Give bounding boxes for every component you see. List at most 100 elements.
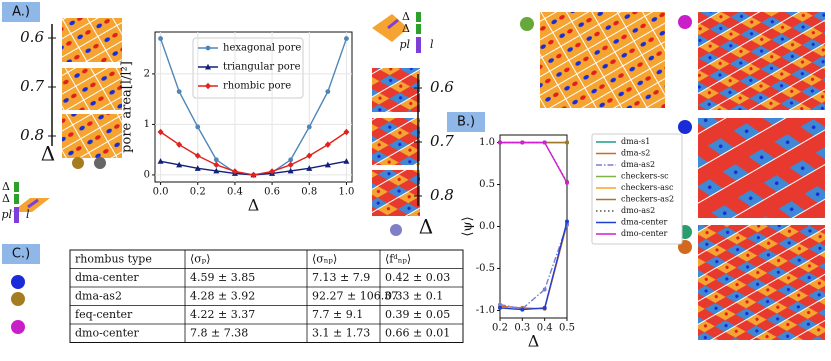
legend-label: dma-s2 [621, 149, 650, 158]
legend-label: triangular pore [223, 62, 301, 73]
table-frame [69, 249, 464, 343]
table-cell: 0.33 ± 0.1 [385, 289, 443, 302]
point [344, 36, 349, 41]
y-tick-label: 0.5 [479, 179, 495, 190]
legend-marker [205, 63, 211, 70]
point [176, 141, 183, 148]
table-cell: ⟨σₙₚ⟩ [312, 252, 337, 265]
legend-frame [591, 133, 683, 245]
table-cell: feq-center [75, 308, 133, 321]
plot-frame [154, 31, 353, 183]
series-line [160, 131, 347, 176]
point [194, 152, 201, 159]
legend-label: rhombic pore [223, 81, 291, 92]
scale-tick-label: 0.6 [20, 28, 44, 46]
scale-tick-label: 0.7 [20, 77, 44, 95]
point [158, 36, 163, 41]
table-cell: 0.39 ± 0.05 [385, 308, 450, 321]
key-label: l [430, 38, 434, 51]
lattice-images [12, 12, 825, 340]
y-tick-label: 1 [144, 119, 150, 130]
x-tick-label: 0.6 [264, 187, 280, 198]
point [324, 161, 331, 168]
y-tick-label: 0 [144, 169, 150, 180]
panel-label: B.) [457, 115, 475, 130]
point [498, 305, 502, 310]
legend-label: checkers-asc [621, 183, 674, 192]
y-axis-label: ⟨ψ⟩ [461, 216, 476, 236]
table-cell: 3.1 ± 1.73 [312, 326, 370, 339]
point [325, 89, 331, 94]
x-tick-label: 0.2 [492, 323, 508, 334]
x-axis-label: Δ [248, 196, 260, 215]
x-tick-label: 0.2 [190, 187, 206, 198]
point [288, 157, 294, 163]
key-label: Δ [2, 180, 10, 193]
point [157, 128, 164, 136]
table-cell: 92.27 ± 106.37 [312, 289, 398, 302]
key-label: pl [1, 208, 12, 221]
scale-label: Δ [419, 215, 433, 239]
point [287, 161, 294, 169]
point [565, 219, 569, 224]
point [565, 140, 569, 145]
table-cell: 4.22 ± 3.37 [190, 308, 255, 321]
point [306, 152, 313, 159]
table: rhombus type ⟨σₚ⟩ ⟨σₙₚ⟩ ⟨fᵈₙₚ⟩ dma-center 4.5… [69, 249, 464, 343]
legend-label: dma-center [621, 218, 667, 227]
point [231, 168, 238, 175]
series-line [499, 223, 568, 310]
point [542, 287, 547, 292]
point [498, 140, 502, 145]
point [343, 128, 350, 136]
scale-tick-label: 0.8 [20, 126, 44, 144]
legend-label: hexagonal pore [223, 43, 301, 54]
point [269, 168, 276, 175]
x-tick-label: 0.4 [537, 323, 553, 334]
x-tick-label: 0.4 [227, 187, 243, 198]
series-line [500, 141, 568, 184]
point [324, 141, 331, 148]
table-cell: 0.66 ± 0.01 [385, 326, 450, 339]
point [157, 158, 164, 164]
point [498, 302, 502, 307]
x-tick-label: 0.8 [301, 187, 317, 198]
table-cell: dma-as2 [75, 289, 122, 302]
legend-label: checkers-as2 [621, 195, 674, 204]
table-cell: 7.7 ± 9.1 [312, 308, 363, 321]
y-tick-label: -1.0 [476, 305, 495, 316]
point [176, 161, 183, 168]
key-label: pl [399, 38, 410, 51]
point [250, 171, 257, 179]
table-cell: 7.8 ± 7.38 [190, 326, 248, 339]
table-cell: dma-center [75, 271, 139, 284]
point [213, 167, 220, 174]
y-tick-label: -0.5 [476, 263, 495, 274]
x-axis-label: Δ [528, 332, 540, 351]
key-label: l [26, 208, 30, 221]
y-tick-label: 2 [144, 68, 150, 79]
legend-label: checkers-sc [621, 172, 669, 181]
point [565, 180, 569, 185]
scale-tick-label: 0.7 [430, 132, 454, 150]
point [542, 305, 547, 310]
legend-label: dma-as2 [621, 160, 655, 169]
scale-label: Δ [41, 142, 55, 166]
x-tick-label: 0.3 [514, 323, 530, 334]
point [520, 307, 525, 312]
panel-labels: A.) B.) C.) [2, 2, 485, 264]
key-label: Δ [2, 192, 10, 205]
series-line [499, 221, 568, 311]
point [542, 140, 547, 145]
legend-marker [205, 82, 211, 90]
y-tick-label: 1.0 [479, 137, 495, 148]
point [306, 124, 312, 130]
table-cell: rhombus type [75, 252, 152, 265]
point [194, 165, 201, 171]
table-cell: 4.59 ± 3.85 [190, 271, 255, 284]
key-label: Δ [402, 22, 410, 35]
table-cell: dmo-center [75, 326, 139, 339]
series-line [499, 224, 568, 310]
legend-label: dmo-as2 [621, 206, 655, 215]
